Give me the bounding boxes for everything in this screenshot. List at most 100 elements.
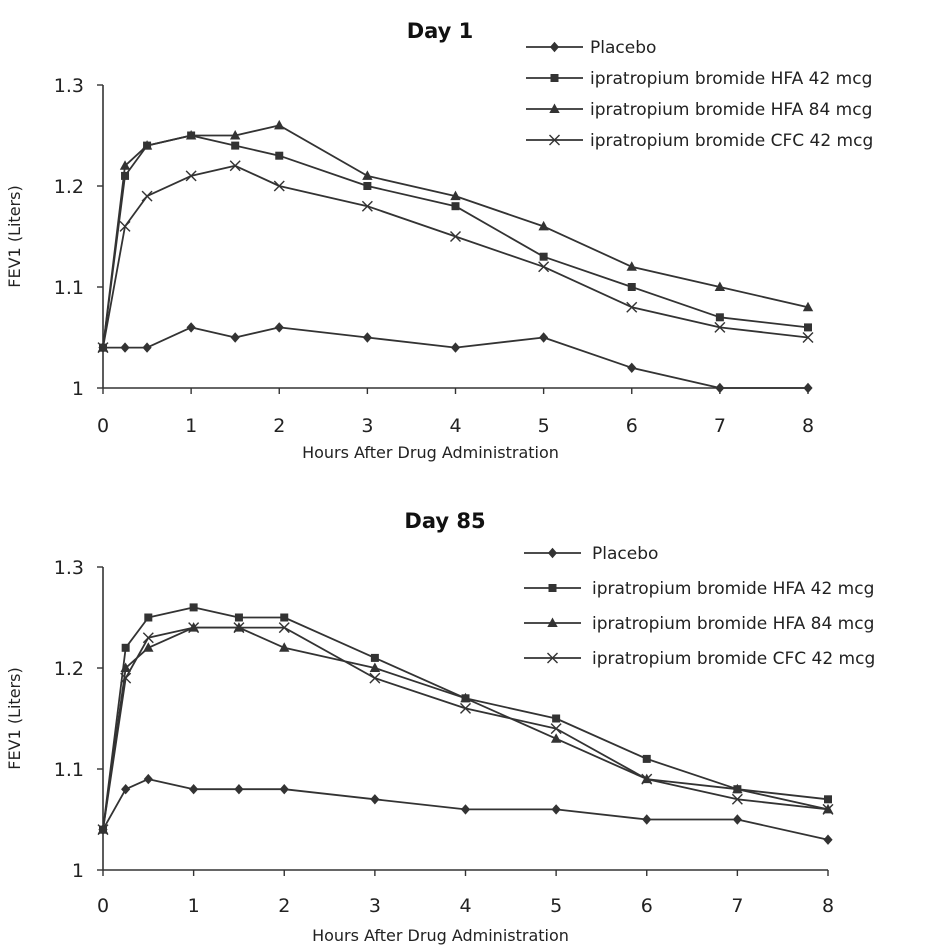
- data-point: [273, 180, 285, 192]
- legend-item: ipratropium bromide CFC 42 mcg: [526, 131, 873, 151]
- data-point: [120, 342, 130, 353]
- y-tick-label: 1.1: [54, 759, 84, 781]
- y-tick-label: 1.3: [54, 557, 84, 579]
- data-point: [370, 653, 379, 662]
- legend-marker-stroke-b: [547, 652, 558, 664]
- x-tick-label: 3: [369, 895, 381, 917]
- legend-item: Placebo: [526, 38, 656, 58]
- x-tick-label: 6: [641, 895, 653, 917]
- data-point: [185, 130, 197, 140]
- data-point: [627, 283, 636, 291]
- data-point: [142, 632, 154, 644]
- data-point: [189, 603, 198, 612]
- data-point: [119, 220, 131, 232]
- data-point: [279, 642, 290, 652]
- x-tick-label: 6: [626, 415, 638, 437]
- data-point: [538, 220, 549, 231]
- data-point: [229, 130, 241, 140]
- data-point: [279, 784, 289, 795]
- data-point: [120, 662, 131, 672]
- x-tick-label: 1: [188, 895, 200, 917]
- data-point: [822, 803, 834, 815]
- y-axis-label: FEV1 (Liters): [5, 667, 24, 769]
- data-point-stroke-b: [142, 632, 154, 644]
- data-point: [274, 322, 284, 333]
- data-point: [641, 773, 653, 785]
- data-point: [626, 301, 638, 313]
- data-point: [369, 662, 381, 672]
- x-axis-label: Hours After Drug Administration: [312, 926, 569, 945]
- data-point: [824, 795, 832, 804]
- data-point-stroke-b: [229, 160, 241, 172]
- x-tick-label: 4: [449, 415, 461, 437]
- data-point-stroke-b: [188, 622, 200, 634]
- x-tick-label: 8: [802, 415, 814, 437]
- data-point: [802, 301, 814, 312]
- data-point: [642, 754, 651, 763]
- series-1: [98, 322, 813, 394]
- x-tick-label: 2: [273, 415, 285, 437]
- data-point: [823, 834, 833, 845]
- data-point: [229, 160, 241, 172]
- data-point: [802, 332, 814, 343]
- legend-label: ipratropium bromide HFA 42 mcg: [590, 69, 872, 89]
- data-point: [715, 313, 724, 322]
- legend-label: ipratropium bromide CFC 42 mcg: [592, 649, 875, 669]
- data-point-stroke-b: [641, 773, 653, 785]
- series-line: [102, 164, 809, 348]
- data-point: [714, 321, 726, 333]
- data-point: [234, 613, 243, 622]
- data-point-stroke-b: [538, 261, 550, 273]
- data-point: [186, 322, 196, 333]
- data-point: [551, 804, 561, 815]
- data-point: [97, 342, 109, 354]
- data-point: [804, 323, 812, 332]
- legend-marker: [549, 41, 560, 53]
- series-1: [98, 773, 833, 845]
- data-point: [460, 702, 471, 714]
- data-point: [460, 804, 471, 815]
- data-point: [274, 119, 285, 130]
- x-tick-label: 3: [361, 415, 373, 437]
- data-point: [233, 622, 245, 634]
- data-point: [185, 170, 197, 182]
- legend-marker: [549, 103, 560, 113]
- data-point: [119, 160, 131, 170]
- legend-marker: [548, 584, 557, 592]
- data-point-stroke-b: [97, 342, 109, 354]
- legend: Placebo ipratropium bromide HFA 42 mcg ipr…: [524, 544, 875, 669]
- data-point: [538, 261, 550, 273]
- data-point: [275, 151, 284, 160]
- data-point: [188, 622, 200, 634]
- data-point-stroke-b: [714, 321, 726, 333]
- data-point: [278, 622, 290, 634]
- y-axis-label: FEV1 (Liters): [5, 185, 24, 287]
- legend-label: ipratropium bromide CFC 42 mcg: [590, 131, 873, 151]
- series-2: [99, 131, 812, 352]
- data-point: [714, 281, 726, 291]
- series-4: [97, 622, 834, 836]
- data-point: [121, 784, 131, 795]
- data-point: [143, 642, 154, 652]
- data-point: [552, 714, 561, 723]
- legend-label: ipratropium bromide HFA 42 mcg: [592, 579, 874, 599]
- legend-marker: [550, 74, 559, 82]
- legend-item: ipratropium bromide HFA 42 mcg: [524, 579, 874, 599]
- data-point: [362, 170, 373, 180]
- series-line: [102, 134, 809, 348]
- legend-label: ipratropium bromide HFA 84 mcg: [592, 614, 874, 634]
- data-point-stroke-b: [731, 793, 743, 805]
- x-tick-label: 1: [185, 415, 197, 437]
- series-line: [102, 626, 829, 830]
- data-point: [141, 190, 153, 202]
- legend-label: Placebo: [592, 544, 658, 564]
- y-tick-label: 1.1: [54, 277, 84, 299]
- data-point-stroke-b: [185, 170, 197, 182]
- legend-marker: [547, 547, 558, 559]
- data-point-stroke-b: [361, 200, 373, 212]
- x-tick-label: 7: [714, 415, 726, 437]
- y-tick-label: 1.3: [54, 75, 84, 97]
- x-tick-label: 0: [97, 415, 109, 437]
